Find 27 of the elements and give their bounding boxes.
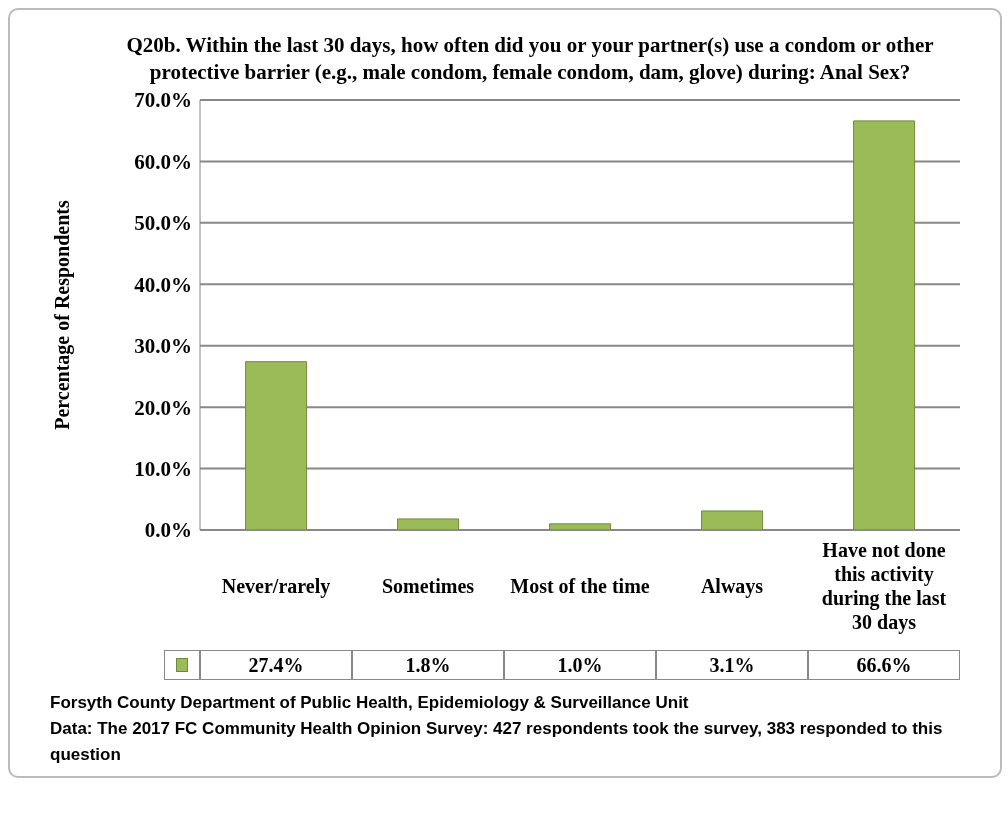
x-tick-label: Always: [700, 575, 764, 598]
y-tick-label: 20.0%: [134, 395, 192, 420]
chart-title: Q20b. Within the last 30 days, how often did you or your partner(s) use a condom or other protective barrier (e.g., male condom, female condom, dam, glove) during: Anal Sex?: [125, 32, 935, 86]
y-tick-label: 60.0%: [134, 149, 192, 174]
bar: [701, 510, 764, 530]
data-label: 66.6%: [808, 650, 960, 680]
y-tick-label: 30.0%: [134, 334, 192, 359]
text: Data: The 2017 FC Community Health Opinion Survey: 427 respondents took the survey, 383 responded to this question: [50, 718, 944, 766]
y-tick-label: 70.0%: [134, 88, 192, 113]
x-tick-label: Sometimes: [381, 575, 475, 597]
bar: [853, 120, 916, 530]
y-tick-label: 40.0%: [134, 272, 192, 297]
bar: [245, 361, 308, 530]
y-tick-label: 50.0%: [134, 211, 192, 236]
text: Forsyth County Department of Public Health, Epidemiology & Surveillance Unit: [50, 692, 690, 714]
bar: [397, 518, 460, 530]
data-label: 1.0%: [504, 650, 656, 680]
y-tick-label: 10.0%: [134, 457, 192, 482]
y-axis-title: Percentage of Respondents: [51, 199, 75, 430]
bar: [549, 523, 612, 530]
data-label: 27.4%: [200, 650, 352, 680]
x-tick-label: Most of the time: [510, 575, 650, 597]
x-tick-label: Have not done this activity during the last 30 days: [821, 539, 947, 634]
y-tick-label: 0.0%: [144, 518, 192, 543]
data-label: 3.1%: [656, 650, 808, 680]
x-tick-label: Never/rarely: [221, 575, 331, 598]
data-label: 1.8%: [352, 650, 504, 680]
